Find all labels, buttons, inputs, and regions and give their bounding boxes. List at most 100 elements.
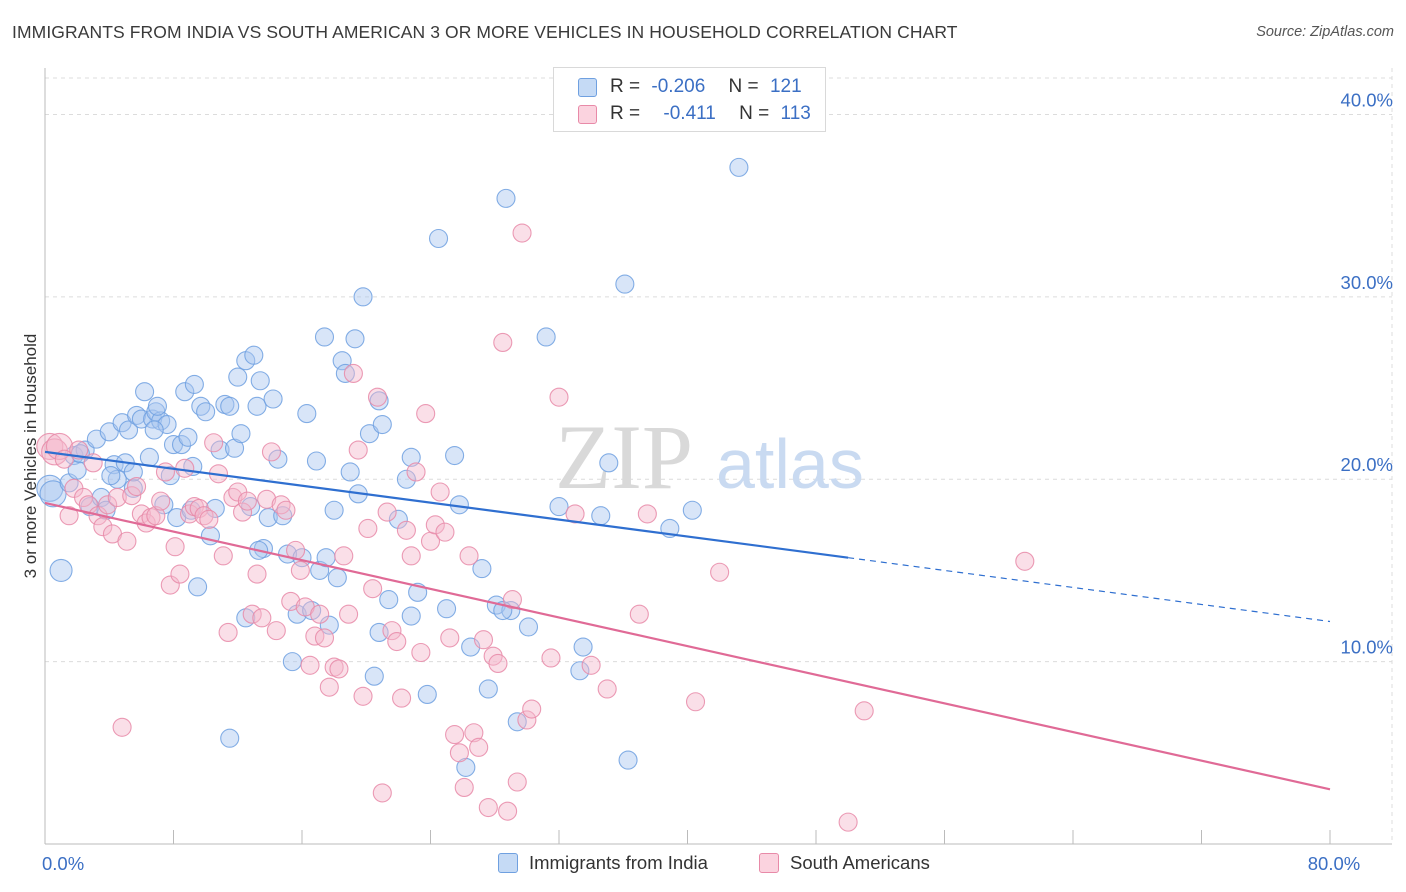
south-american-point (372, 783, 392, 803)
india-point (220, 396, 240, 416)
south-american-point (425, 515, 445, 535)
n-value: 121 (769, 76, 802, 97)
legend-swatch-south-americans (578, 105, 597, 124)
india-point (205, 498, 225, 518)
south-american-point (549, 387, 569, 407)
south-american-point (838, 812, 858, 832)
india-point (236, 608, 256, 628)
india-point (154, 495, 174, 515)
south-american-point (93, 517, 113, 537)
south-american-point (300, 655, 320, 675)
india-point (175, 382, 195, 402)
india-point (428, 228, 449, 249)
india-point (135, 382, 155, 402)
india-point (319, 615, 339, 635)
south-american-point (512, 223, 532, 243)
axes (44, 68, 1392, 845)
india-point (184, 374, 204, 394)
india-point (396, 469, 416, 489)
india-point (507, 712, 527, 732)
india-point (247, 396, 267, 416)
n-label: N = (739, 103, 770, 124)
south-american-point (257, 489, 277, 509)
south-american-point (507, 772, 527, 792)
india-point (263, 389, 283, 409)
south-american-point (459, 546, 479, 566)
tick-labels: 10.0% 20.0% 30.0% 40.0% 0.0% 80.0% (42, 89, 1393, 874)
south-american-point (449, 743, 469, 763)
south-american-point (247, 564, 267, 584)
india-point (139, 447, 159, 467)
south-american-point (488, 653, 508, 673)
south-american-point (430, 482, 450, 502)
india-point (210, 440, 230, 460)
india-point (591, 506, 611, 526)
south-american-point (213, 546, 233, 566)
south-american-point (204, 433, 224, 453)
india-point (682, 500, 702, 520)
south-american-point (165, 537, 185, 557)
y-axis-label: 3 or more Vehicles in Household (21, 334, 40, 579)
india-point (536, 327, 556, 347)
south-american-point (334, 546, 354, 566)
grid-lines (45, 68, 1393, 844)
south-american-point (353, 686, 373, 706)
india-point (437, 599, 457, 619)
south-american-point (175, 458, 195, 478)
legend-swatch-india (498, 853, 518, 873)
india-point (417, 684, 437, 704)
india-point (244, 345, 264, 365)
r-value: -0.411 (663, 103, 716, 124)
south-american-point (478, 797, 498, 818)
india-point (549, 497, 569, 517)
india-point (364, 666, 384, 686)
south-american-point (1015, 551, 1035, 571)
india-point (282, 652, 302, 672)
y-tick-label-2: 30.0% (1341, 272, 1393, 293)
n-value: 113 (780, 103, 811, 124)
india-point (196, 402, 216, 422)
south-american-point (498, 801, 518, 821)
legend-swatch-india (578, 78, 597, 97)
south-american-point (146, 506, 166, 526)
south-american-point (242, 604, 262, 624)
south-american-point (261, 442, 282, 462)
trend-line-extension-0 (848, 557, 1331, 623)
india-point (39, 480, 67, 508)
y-tick-label-0: 10.0% (1341, 637, 1393, 658)
india-point (188, 577, 208, 597)
south-american-point (59, 506, 79, 526)
south-american-point (382, 621, 402, 641)
south-american-point (112, 717, 132, 737)
india-point (101, 466, 121, 486)
south-american-point (581, 655, 601, 675)
series-0 (36, 157, 749, 777)
south-american-point (363, 579, 383, 599)
india-point (729, 157, 749, 177)
south-american-point (685, 692, 706, 712)
india-point (445, 445, 465, 466)
south-american-point (131, 504, 151, 524)
south-american-point (445, 725, 465, 745)
south-american-point (218, 622, 238, 642)
south-american-point (122, 486, 142, 506)
r-value: -0.206 (651, 76, 706, 97)
india-point (372, 414, 392, 435)
india-point (228, 367, 248, 387)
x-tick-label-1: 80.0% (1308, 853, 1360, 874)
south-american-point (266, 621, 286, 641)
india-point (332, 351, 352, 371)
south-american-point (233, 502, 253, 522)
india-point (314, 327, 335, 347)
south-american-point (367, 387, 388, 407)
south-american-point (377, 502, 397, 522)
india-point (615, 274, 635, 294)
india-point (353, 287, 373, 307)
source-label: Source: ZipAtlas.com (1256, 24, 1394, 40)
india-point (496, 188, 516, 208)
correlation-legend: R = -0.206 N = 121 R = -0.411 N = 113 (553, 67, 826, 132)
south-american-point (107, 487, 127, 508)
south-american-point (281, 591, 301, 611)
south-american-point (343, 363, 363, 384)
